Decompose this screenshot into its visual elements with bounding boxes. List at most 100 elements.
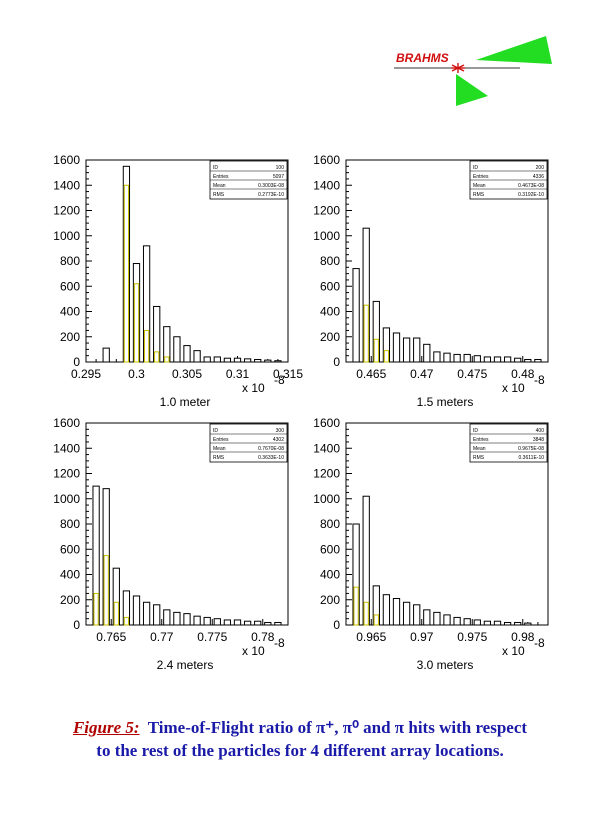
stats-key: RMS [473,455,485,461]
y-tick-label: 600 [60,279,80,293]
histogram-bar [534,358,542,363]
x-tick-label: 0.775 [197,630,227,644]
x-tick-label: 0.765 [96,630,126,644]
y-tick-label: 800 [320,517,340,531]
histogram-bar [203,356,211,363]
y-tick-label: 0 [333,355,340,369]
histogram-bar [153,604,161,626]
histogram-bar [453,353,461,363]
histogram-bar [433,611,441,626]
histogram-bar [493,620,502,626]
x-tick-label: 0.315 [273,367,303,381]
x-tick-label: 0.98 [511,630,535,644]
x-tick-label: 0.47 [410,367,434,381]
stats-key: Mean [213,183,226,189]
histogram-bar [163,609,171,626]
histogram-bar [493,356,502,363]
y-tick-label: 1000 [53,229,80,243]
stats-key: ID [213,428,218,434]
x-tick-label: 0.975 [457,630,487,644]
y-tick-label: 400 [320,568,340,582]
x-tick-label: 0.305 [172,367,202,381]
figure-caption: Figure 5: Time-of-Flight ratio of π⁺, π⁰… [0,716,600,762]
histogram-bar [413,337,421,363]
stats-value: 100 [276,165,285,171]
y-tick-label: 600 [320,279,340,293]
y-tick-label: 800 [320,254,340,268]
histogram-bar [483,620,492,626]
histogram-bar-overlay [363,601,369,626]
histogram-bar [402,601,411,626]
histogram-bar [223,619,232,626]
histogram-bar-overlay [373,338,379,363]
brahms-logo: BRAHMS [394,36,552,106]
stats-key: RMS [213,192,225,198]
y-tick-label: 1600 [53,416,80,430]
y-tick-label: 800 [60,254,80,268]
panel-caption: 1.0 meter [160,395,211,409]
histogram-bar-overlay [113,601,119,626]
x-tick-label: 0.77 [150,630,174,644]
y-tick-label: 1400 [313,178,340,192]
histogram-bar [213,618,221,626]
x-tick-label: 0.48 [511,367,535,381]
y-tick-label: 200 [320,593,340,607]
x-tick-label: 0.31 [226,367,250,381]
caption-text-1: Time-of-Flight ratio of π⁺, π⁰ and π hit… [147,718,528,737]
histogram-bar [223,357,232,363]
x-tick-label: 0.78 [251,630,275,644]
caption-lead: Figure 5: [72,718,140,737]
y-tick-label: 1000 [313,229,340,243]
histogram-bar-overlay [103,555,109,626]
histogram-bar [233,619,242,626]
stats-value: 300 [276,428,285,434]
histogram-bar-overlay [143,329,150,363]
histogram-bar [254,620,262,626]
y-tick-label: 800 [60,517,80,531]
histogram-bar-overlay [93,592,99,626]
histogram-bar [473,355,481,363]
stats-value: 0.7670E-08 [258,446,284,452]
histogram-bar [433,351,441,363]
x-tick-label: 0.965 [356,630,386,644]
logo-green-wedge-top [476,36,552,64]
x-tick-label: 0.3 [128,367,145,381]
histogram-bar [413,604,421,626]
stats-key: ID [473,428,478,434]
histogram-bar [173,336,181,363]
stats-key: RMS [473,192,485,198]
histogram-bar [392,597,401,626]
histogram-panel-1: 0 200 400 600 800 1000 1200 1400 1600 0.295 0.3 0.3… [53,153,303,409]
y-tick-label: 1000 [53,492,80,506]
histogram-bar [173,611,181,626]
y-tick-label: 1200 [313,204,340,218]
stats-value: 3848 [533,437,544,443]
histogram-bar-overlay [373,614,379,626]
x-exponent-label: x 10 [502,381,525,395]
histogram-panel-2: 0 200 400 600 800 1000 1200 1400 1600 0.465 0.47 0.… [313,153,549,409]
histogram-bar [193,350,201,363]
y-tick-label: 200 [60,593,80,607]
histogram-bar-overlay [123,184,130,363]
histogram-bar [463,618,471,626]
stats-value: 400 [536,428,545,434]
stats-key: Mean [473,183,486,189]
y-tick-label: 1200 [53,204,80,218]
histogram-bar [193,615,201,626]
histogram-bar [514,357,522,363]
histogram-bar [264,359,272,363]
histogram-bar [382,594,391,626]
histogram-bar [463,353,471,363]
histogram-bar-overlay [154,351,160,363]
stats-value: 0.3611E-10 [519,455,545,461]
stats-value: 0.2773E-10 [258,192,284,198]
histogram-bar-overlay [164,356,170,363]
histogram-bar [503,356,512,363]
histogram-bar [243,620,252,626]
stats-key: ID [473,165,478,171]
y-tick-label: 1600 [53,153,80,167]
histogram-bar [514,621,522,626]
y-tick-label: 1400 [313,441,340,455]
histogram-bar [524,622,532,626]
